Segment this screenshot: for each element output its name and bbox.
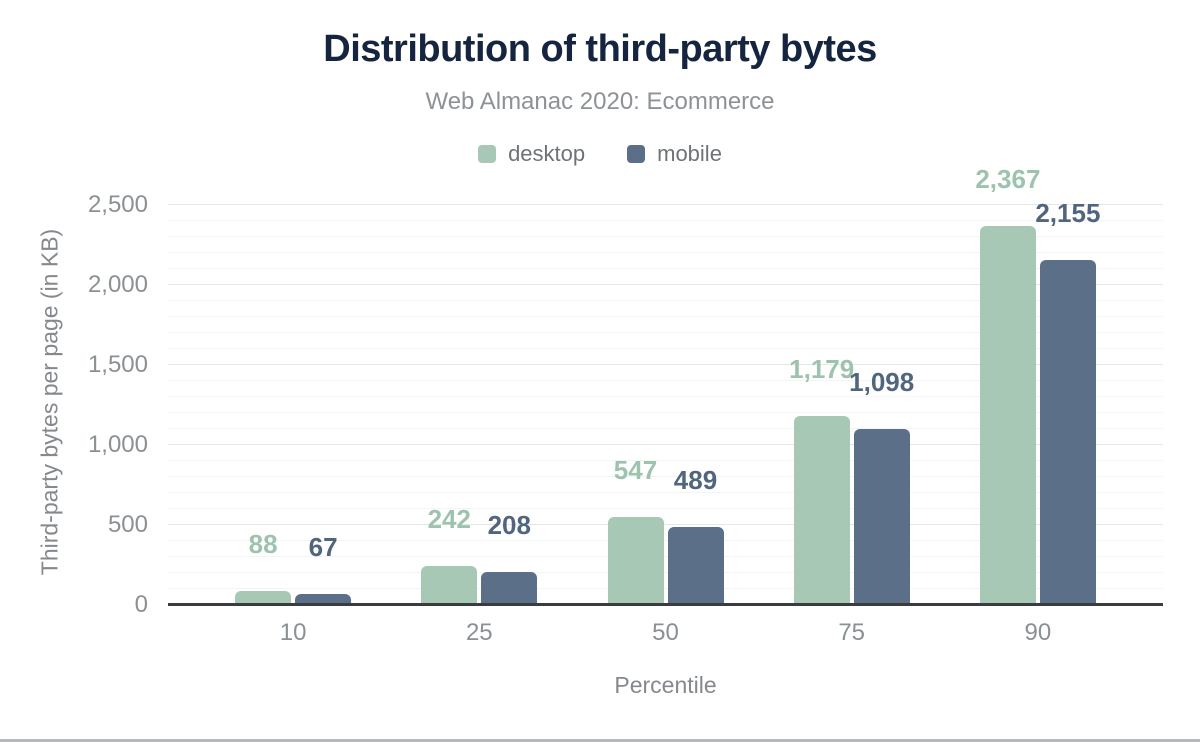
gridline-major: [168, 444, 1163, 445]
gridline-minor: [168, 588, 1163, 589]
gridline-minor: [168, 236, 1163, 237]
value-label-desktop-p75: 1,179: [789, 354, 855, 385]
bar-mobile-p10: [295, 594, 352, 605]
gridline-minor: [168, 268, 1163, 269]
value-label-desktop-p10: 88: [248, 528, 278, 559]
value-label-desktop-p90: 2,367: [975, 164, 1041, 195]
value-label-mobile-p10: 67: [308, 532, 338, 563]
x-tick-label-50: 50: [652, 619, 679, 646]
bar-desktop-p75: [793, 416, 850, 605]
gridline-minor: [168, 476, 1163, 477]
gridline-minor: [168, 300, 1163, 301]
gridline-minor: [168, 252, 1163, 253]
legend-swatch-mobile: [627, 145, 646, 163]
legend-item-desktop: desktop: [478, 141, 585, 167]
gridline-minor: [168, 412, 1163, 413]
x-axis-title: Percentile: [614, 672, 717, 698]
bar-desktop-p25: [421, 566, 478, 605]
bar-mobile-p75: [853, 429, 910, 605]
gridline-minor: [168, 316, 1163, 317]
y-tick-label: 1,500: [87, 351, 148, 378]
x-tick-label-25: 25: [465, 619, 493, 646]
y-tick-label: 2,000: [87, 271, 148, 298]
gridline-minor: [168, 556, 1163, 557]
bar-mobile-p50: [667, 526, 724, 605]
gridline-minor: [168, 540, 1163, 541]
y-tick-label: 500: [107, 511, 148, 538]
gridline-minor: [168, 572, 1163, 573]
chart-subtitle: Web Almanac 2020: Ecommerce: [425, 88, 775, 115]
legend-label-mobile: mobile: [657, 141, 722, 166]
gridline-minor: [168, 396, 1163, 397]
bar-desktop-p50: [607, 517, 664, 605]
footer-rule: [0, 739, 1200, 742]
y-tick-label: 2,500: [87, 191, 148, 218]
gridline-minor: [168, 380, 1163, 381]
legend-label-desktop: desktop: [508, 141, 586, 166]
plot-area: 88 67 10 242 208 25 547 489 50 1,179 1,098 75 2,367 2…: [168, 166, 1163, 646]
legend-swatch-desktop: [478, 145, 497, 163]
x-tick-label-90: 90: [1024, 619, 1052, 646]
y-tick-label: 1,000: [87, 431, 148, 458]
gridline-minor: [168, 492, 1163, 493]
value-label-mobile-p50: 489: [673, 464, 718, 495]
gridline-major: [168, 364, 1163, 365]
value-label-desktop-p25: 242: [427, 504, 471, 535]
gridline-major: [168, 204, 1163, 205]
bar-mobile-p90: [1039, 260, 1096, 605]
bar-desktop-p10: [235, 590, 292, 605]
gridline-minor: [168, 348, 1163, 349]
gridline-minor: [168, 508, 1163, 509]
value-label-mobile-p25: 208: [487, 509, 531, 540]
value-label-desktop-p50: 547: [613, 455, 658, 486]
chart-title: Distribution of third-party bytes: [323, 28, 877, 70]
value-label-mobile-p90: 2,155: [1035, 198, 1101, 229]
gridline-minor: [168, 332, 1163, 333]
gridline-minor: [168, 428, 1163, 429]
bar-desktop-p90: [979, 226, 1036, 605]
gridline-major: [168, 524, 1163, 525]
y-tick-label: 0: [134, 591, 148, 618]
y-axis-tick-labels: 0 500 1,000 1,500 2,000 2,500: [0, 193, 152, 617]
gridline-minor: [168, 460, 1163, 461]
x-tick-label-10: 10: [279, 619, 307, 646]
bar-mobile-p25: [481, 571, 538, 605]
legend-item-mobile: mobile: [627, 141, 722, 167]
x-axis-line: [168, 603, 1163, 606]
legend: desktop mobile: [0, 141, 1200, 167]
gridline-major: [168, 284, 1163, 285]
x-tick-label-75: 75: [838, 619, 866, 646]
value-label-mobile-p75: 1,098: [849, 367, 915, 398]
gridline-minor: [168, 220, 1163, 221]
